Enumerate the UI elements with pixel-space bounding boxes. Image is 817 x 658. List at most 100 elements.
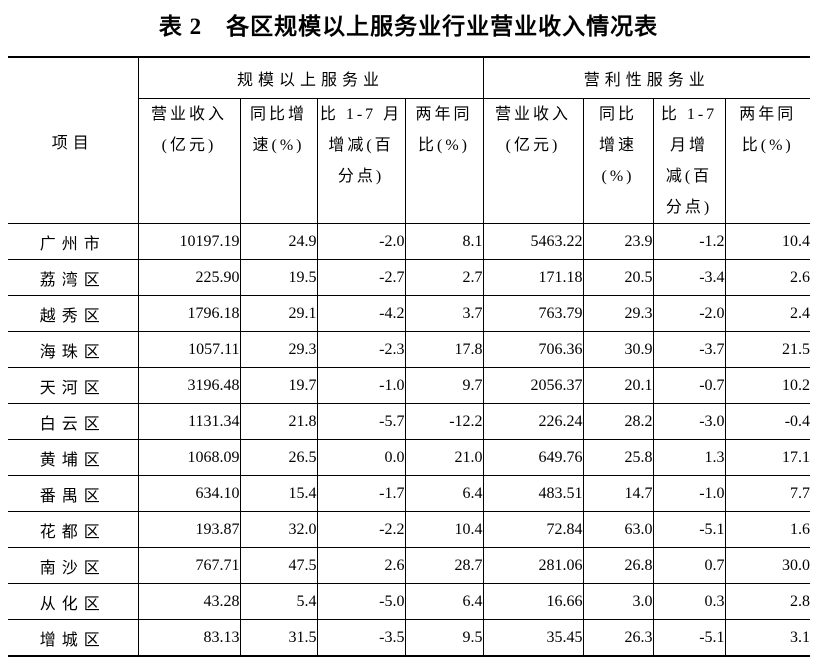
value-cell: 5.4 [239, 583, 318, 620]
header-scale-vs-jan-jul: 比 1-7 月 增减(百 分点) [316, 98, 406, 224]
value-cell: 25.8 [582, 439, 654, 476]
value-cell: 32.0 [239, 511, 318, 548]
value-cell: -1.0 [652, 475, 726, 512]
value-cell: 26.8 [582, 547, 654, 584]
value-cell: 21.0 [404, 439, 484, 476]
value-cell: 20.5 [582, 259, 654, 296]
district-cell: 白云区 [8, 403, 139, 440]
value-cell: 16.66 [482, 583, 584, 620]
district-cell: 花都区 [8, 511, 139, 548]
value-cell: 1.3 [652, 439, 726, 476]
value-cell: 649.76 [482, 439, 584, 476]
value-cell: 2.4 [724, 295, 811, 332]
value-cell: 15.4 [239, 475, 318, 512]
table-header: 项目 规模以上服务业 营利性服务业 营业收入 (亿元) 同比增 速(%) 比 1… [8, 56, 811, 224]
value-cell: 28.2 [582, 403, 654, 440]
table-row: 番禺区 634.10 15.4 -1.7 6.4 483.51 14.7 -1.… [8, 475, 811, 512]
header-group-scale-services: 规模以上服务业 [137, 56, 484, 99]
district-cell: 黄埔区 [8, 439, 139, 476]
value-cell: 14.7 [582, 475, 654, 512]
value-cell: 225.90 [137, 259, 241, 296]
value-cell: 28.7 [404, 547, 484, 584]
value-cell: -3.4 [652, 259, 726, 296]
value-cell: -2.0 [316, 223, 406, 260]
data-table: 项目 规模以上服务业 营利性服务业 营业收入 (亿元) 同比增 速(%) 比 1… [8, 56, 811, 657]
value-cell: 1796.18 [137, 295, 241, 332]
value-cell: 0.3 [652, 583, 726, 620]
value-cell: 1131.34 [137, 403, 241, 440]
value-cell: -12.2 [404, 403, 484, 440]
table-body: 广州市 10197.19 24.9 -2.0 8.1 5463.22 23.9 … [8, 223, 811, 657]
value-cell: 2.6 [724, 259, 811, 296]
value-cell: 5463.22 [482, 223, 584, 260]
value-cell: 767.71 [137, 547, 241, 584]
value-cell: 3.1 [724, 619, 811, 657]
value-cell: 29.1 [239, 295, 318, 332]
value-cell: 2.8 [724, 583, 811, 620]
table-row: 从化区 43.28 5.4 -5.0 6.4 16.66 3.0 0.3 2.8 [8, 583, 811, 620]
value-cell: 30.9 [582, 331, 654, 368]
value-cell: -4.2 [316, 295, 406, 332]
value-cell: 3.0 [582, 583, 654, 620]
value-cell: 8.1 [404, 223, 484, 260]
value-cell: -0.4 [724, 403, 811, 440]
value-cell: 29.3 [239, 331, 318, 368]
value-cell: 30.0 [724, 547, 811, 584]
value-cell: -2.0 [652, 295, 726, 332]
value-cell: 9.5 [404, 619, 484, 657]
value-cell: 10.2 [724, 367, 811, 404]
table-title: 表 2 各区规模以上服务业行业营业收入情况表 [158, 14, 659, 39]
value-cell: 43.28 [137, 583, 241, 620]
header-scale-two-year: 两年同 比(%) [404, 98, 484, 224]
value-cell: -1.7 [316, 475, 406, 512]
value-cell: 24.9 [239, 223, 318, 260]
value-cell: -2.3 [316, 331, 406, 368]
district-cell: 荔湾区 [8, 259, 139, 296]
value-cell: 193.87 [137, 511, 241, 548]
value-cell: -0.7 [652, 367, 726, 404]
table-row: 增城区 83.13 31.5 -3.5 9.5 35.45 26.3 -5.1 … [8, 619, 811, 657]
header-profit-two-year: 两年同 比(%) [724, 98, 811, 224]
district-cell: 海珠区 [8, 331, 139, 368]
value-cell: 3196.48 [137, 367, 241, 404]
value-cell: 35.45 [482, 619, 584, 657]
table-row: 花都区 193.87 32.0 -2.2 10.4 72.84 63.0 -5.… [8, 511, 811, 548]
table-row: 天河区 3196.48 19.7 -1.0 9.7 2056.37 20.1 -… [8, 367, 811, 404]
value-cell: 3.7 [404, 295, 484, 332]
value-cell: 6.4 [404, 475, 484, 512]
district-cell: 天河区 [8, 367, 139, 404]
district-cell: 广州市 [8, 223, 139, 260]
value-cell: -5.1 [652, 619, 726, 657]
value-cell: 634.10 [137, 475, 241, 512]
value-cell: 47.5 [239, 547, 318, 584]
district-cell: 从化区 [8, 583, 139, 620]
value-cell: 19.7 [239, 367, 318, 404]
value-cell: 1068.09 [137, 439, 241, 476]
value-cell: 31.5 [239, 619, 318, 657]
table-row: 广州市 10197.19 24.9 -2.0 8.1 5463.22 23.9 … [8, 223, 811, 260]
value-cell: -3.0 [652, 403, 726, 440]
value-cell: 1.6 [724, 511, 811, 548]
value-cell: 10.4 [724, 223, 811, 260]
value-cell: 23.9 [582, 223, 654, 260]
value-cell: -3.5 [316, 619, 406, 657]
value-cell: 17.8 [404, 331, 484, 368]
value-cell: 19.5 [239, 259, 318, 296]
header-item: 项目 [8, 56, 139, 224]
value-cell: 72.84 [482, 511, 584, 548]
table-row: 白云区 1131.34 21.8 -5.7 -12.2 226.24 28.2 … [8, 403, 811, 440]
value-cell: -1.2 [652, 223, 726, 260]
value-cell: 226.24 [482, 403, 584, 440]
header-profit-revenue: 营业收入 (亿元) [482, 98, 584, 224]
value-cell: 10197.19 [137, 223, 241, 260]
value-cell: 21.8 [239, 403, 318, 440]
value-cell: -1.0 [316, 367, 406, 404]
value-cell: 706.36 [482, 331, 584, 368]
district-cell: 南沙区 [8, 547, 139, 584]
value-cell: 9.7 [404, 367, 484, 404]
district-cell: 越秀区 [8, 295, 139, 332]
value-cell: 20.1 [582, 367, 654, 404]
value-cell: 10.4 [404, 511, 484, 548]
header-profit-yoy-growth: 同比 增速 (%) [582, 98, 654, 224]
value-cell: 0.0 [316, 439, 406, 476]
